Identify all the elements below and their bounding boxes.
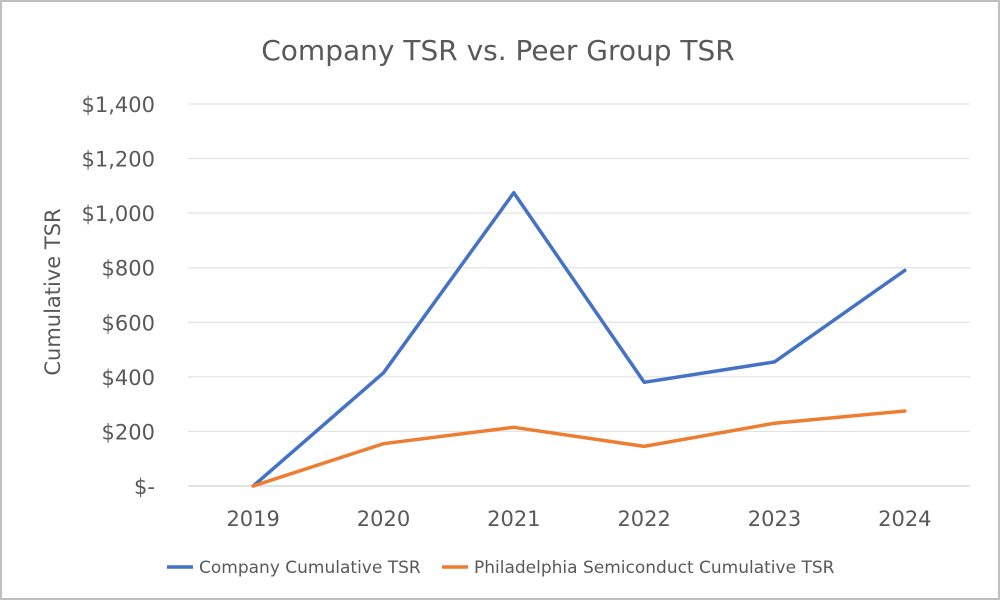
legend: Company Cumulative TSR Philadelphia Semic… <box>167 558 835 578</box>
y-tick-label: $1,000 <box>82 202 155 226</box>
chart-title: Company TSR vs. Peer Group TSR <box>261 34 735 67</box>
y-tick-label: $1,400 <box>82 93 155 117</box>
x-tick-label: 2024 <box>878 507 931 531</box>
x-tick-label: 2022 <box>617 507 670 531</box>
x-tick-label: 2020 <box>357 507 410 531</box>
x-tick-label: 2021 <box>487 507 540 531</box>
y-tick-label: $1,200 <box>82 148 155 172</box>
x-tick-labels: 2019 2020 2021 2022 2023 2024 <box>226 507 931 531</box>
y-tick-label: $400 <box>102 366 155 390</box>
y-tick-labels: $- $200 $400 $600 $800 $1,000 $1,200 $1,400 <box>82 93 155 499</box>
y-tick-label: $- <box>134 475 155 499</box>
gridlines <box>188 103 970 487</box>
series-lines <box>251 190 907 488</box>
series-line-1 <box>251 190 907 488</box>
y-axis-label: Cumulative TSR <box>41 208 65 375</box>
y-tick-label: $800 <box>102 257 155 281</box>
legend-label: Philadelphia Semiconduct Cumulative TSR <box>474 558 835 578</box>
y-tick-label: $200 <box>102 420 155 444</box>
y-tick-label: $600 <box>102 311 155 335</box>
x-tick-label: 2023 <box>748 507 801 531</box>
x-tick-label: 2019 <box>226 507 279 531</box>
series-line-2 <box>251 409 907 488</box>
legend-label: Company Cumulative TSR <box>199 558 421 578</box>
